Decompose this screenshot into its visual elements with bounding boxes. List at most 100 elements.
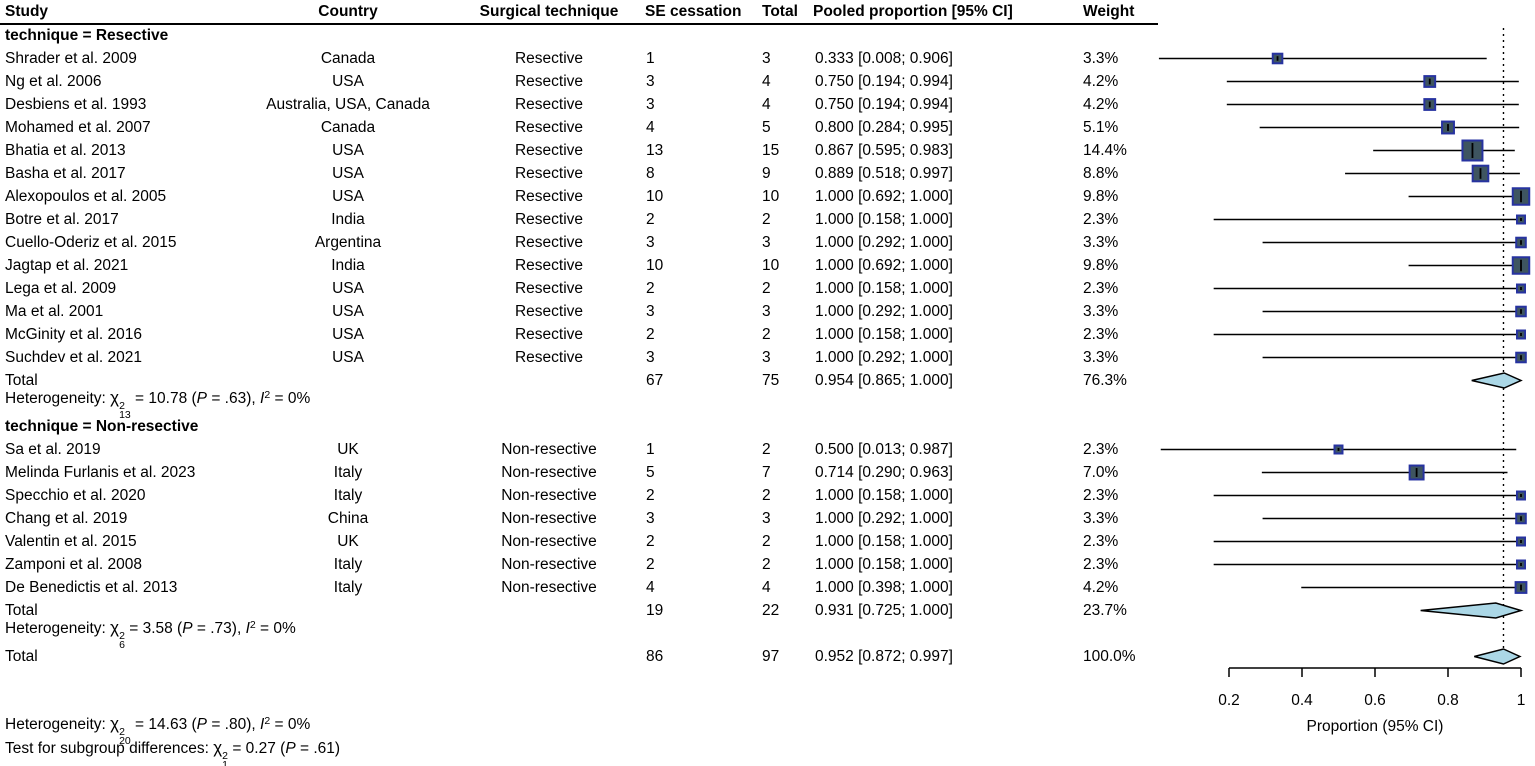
study-se-cessation: 3 bbox=[646, 72, 655, 90]
study-total: 7 bbox=[762, 463, 771, 481]
study-weight: 2.3% bbox=[1083, 486, 1119, 504]
header-weight: Weight bbox=[1083, 3, 1135, 20]
total-se-cessation: 19 bbox=[646, 601, 664, 619]
chi-square-symbol: χ 2 13 bbox=[110, 387, 131, 421]
study-technique: Non-resective bbox=[501, 578, 597, 596]
study-row: Alexopoulos et al. 2005 USA Resective 10 10 1… bbox=[0, 185, 1150, 208]
study-weight: 2.3% bbox=[1083, 532, 1119, 550]
total-total: 97 bbox=[762, 647, 780, 665]
study-technique: Non-resective bbox=[501, 532, 597, 550]
study-weight: 2.3% bbox=[1083, 440, 1119, 458]
study-technique: Resective bbox=[514, 256, 584, 274]
study-proportion-ci: 0.800 [0.284; 0.995] bbox=[815, 118, 953, 136]
study-se-cessation: 10 bbox=[646, 256, 664, 274]
total-weight: 23.7% bbox=[1083, 601, 1127, 619]
study-total: 10 bbox=[762, 187, 780, 205]
axis-tick-label: 0.8 bbox=[1437, 692, 1459, 709]
study-technique: Resective bbox=[514, 118, 584, 136]
study-se-cessation: 4 bbox=[646, 578, 655, 596]
study-se-cessation: 3 bbox=[646, 95, 655, 113]
study-se-cessation: 5 bbox=[646, 463, 655, 481]
study-name: Cuello-Oderiz et al. 2015 bbox=[5, 233, 177, 251]
study-se-cessation: 2 bbox=[646, 532, 655, 550]
study-total: 2 bbox=[762, 279, 771, 297]
study-proportion-ci: 1.000 [0.292; 1.000] bbox=[815, 509, 953, 527]
study-name: Shrader et al. 2009 bbox=[5, 49, 137, 67]
study-weight: 5.1% bbox=[1083, 118, 1119, 136]
study-technique: Non-resective bbox=[501, 463, 597, 481]
study-proportion-ci: 0.750 [0.194; 0.994] bbox=[815, 95, 953, 113]
study-name: Basha et al. 2017 bbox=[5, 164, 126, 182]
study-total: 2 bbox=[762, 486, 771, 504]
study-se-cessation: 3 bbox=[646, 348, 655, 366]
study-technique: Resective bbox=[514, 49, 584, 67]
study-country: UK bbox=[337, 440, 359, 458]
study-technique: Resective bbox=[514, 95, 584, 113]
study-name: Lega et al. 2009 bbox=[5, 279, 117, 297]
summary-diamond bbox=[1474, 648, 1522, 665]
study-name: Zamponi et al. 2008 bbox=[5, 555, 143, 573]
total-proportion-ci: 0.954 [0.865; 1.000] bbox=[815, 371, 953, 389]
study-proportion-ci: 0.889 [0.518; 0.997] bbox=[815, 164, 953, 182]
study-technique: Resective bbox=[514, 279, 584, 297]
study-weight: 4.2% bbox=[1083, 578, 1119, 596]
study-total: 2 bbox=[762, 555, 771, 573]
study-se-cessation: 1 bbox=[646, 49, 655, 67]
study-se-cessation: 2 bbox=[646, 486, 655, 504]
study-se-cessation: 10 bbox=[646, 187, 664, 205]
study-country: Italy bbox=[333, 463, 363, 481]
total-total: 22 bbox=[762, 601, 780, 619]
study-technique: Non-resective bbox=[501, 486, 597, 504]
study-row: De Benedictis et al. 2013 Italy Non-resect… bbox=[0, 576, 1150, 599]
total-weight: 100.0% bbox=[1083, 647, 1136, 665]
study-weight: 3.3% bbox=[1083, 509, 1119, 527]
study-name: Bhatia et al. 2013 bbox=[5, 141, 126, 159]
study-country: USA bbox=[332, 72, 364, 90]
study-total: 5 bbox=[762, 118, 771, 136]
study-se-cessation: 2 bbox=[646, 210, 655, 228]
study-country: Canada bbox=[320, 49, 376, 67]
study-country: USA bbox=[332, 302, 364, 320]
study-name: Specchio et al. 2020 bbox=[5, 486, 146, 504]
study-weight: 2.3% bbox=[1083, 325, 1119, 343]
summary-diamond bbox=[1420, 602, 1524, 619]
study-name: Suchdev et al. 2021 bbox=[5, 348, 143, 366]
study-weight: 2.3% bbox=[1083, 210, 1119, 228]
study-se-cessation: 2 bbox=[646, 279, 655, 297]
study-name: Valentin et al. 2015 bbox=[5, 532, 137, 550]
study-technique: Resective bbox=[514, 233, 584, 251]
axis-tick-label: 1 bbox=[1517, 692, 1526, 709]
study-country: Italy bbox=[333, 486, 363, 504]
study-weight: 3.3% bbox=[1083, 302, 1119, 320]
study-technique: Non-resective bbox=[501, 440, 597, 458]
study-row: Sa et al. 2019 UK Non-resective 1 2 0.500 [0.… bbox=[0, 438, 1150, 461]
study-total: 9 bbox=[762, 164, 771, 182]
study-total: 3 bbox=[762, 348, 771, 366]
study-proportion-ci: 1.000 [0.158; 1.000] bbox=[815, 532, 953, 550]
study-name: De Benedictis et al. 2013 bbox=[5, 578, 178, 596]
study-technique: Resective bbox=[514, 72, 584, 90]
subgroup-header-row: technique = Resective bbox=[0, 24, 1150, 47]
study-total: 3 bbox=[762, 49, 771, 67]
study-row: Specchio et al. 2020 Italy Non-resective 2 2… bbox=[0, 484, 1150, 507]
study-total: 2 bbox=[762, 440, 771, 458]
study-row: Lega et al. 2009 USA Resective 2 2 1.000 [0.1… bbox=[0, 277, 1150, 300]
summary-diamond bbox=[1471, 372, 1523, 389]
total-weight: 76.3% bbox=[1083, 371, 1127, 389]
forest-plot: 0.2 0.4 0.6 0.8 1 Proportion (95% CI) bbox=[1158, 28, 1531, 735]
header-underline bbox=[0, 23, 1158, 25]
study-proportion-ci: 1.000 [0.158; 1.000] bbox=[815, 486, 953, 504]
study-name: Jagtap et al. 2021 bbox=[5, 256, 129, 274]
study-country: Australia, USA, Canada bbox=[266, 95, 430, 113]
study-proportion-ci: 1.000 [0.692; 1.000] bbox=[815, 187, 953, 205]
subgroup-label: technique = Non-resective bbox=[5, 417, 199, 435]
total-se-cessation: 86 bbox=[646, 647, 664, 665]
study-total: 2 bbox=[762, 210, 771, 228]
study-weight: 8.8% bbox=[1083, 164, 1119, 182]
total-se-cessation: 67 bbox=[646, 371, 664, 389]
study-row: Bhatia et al. 2013 USA Resective 13 15 0.867 … bbox=[0, 139, 1150, 162]
study-row: McGinity et al. 2016 USA Resective 2 2 1.000 … bbox=[0, 323, 1150, 346]
